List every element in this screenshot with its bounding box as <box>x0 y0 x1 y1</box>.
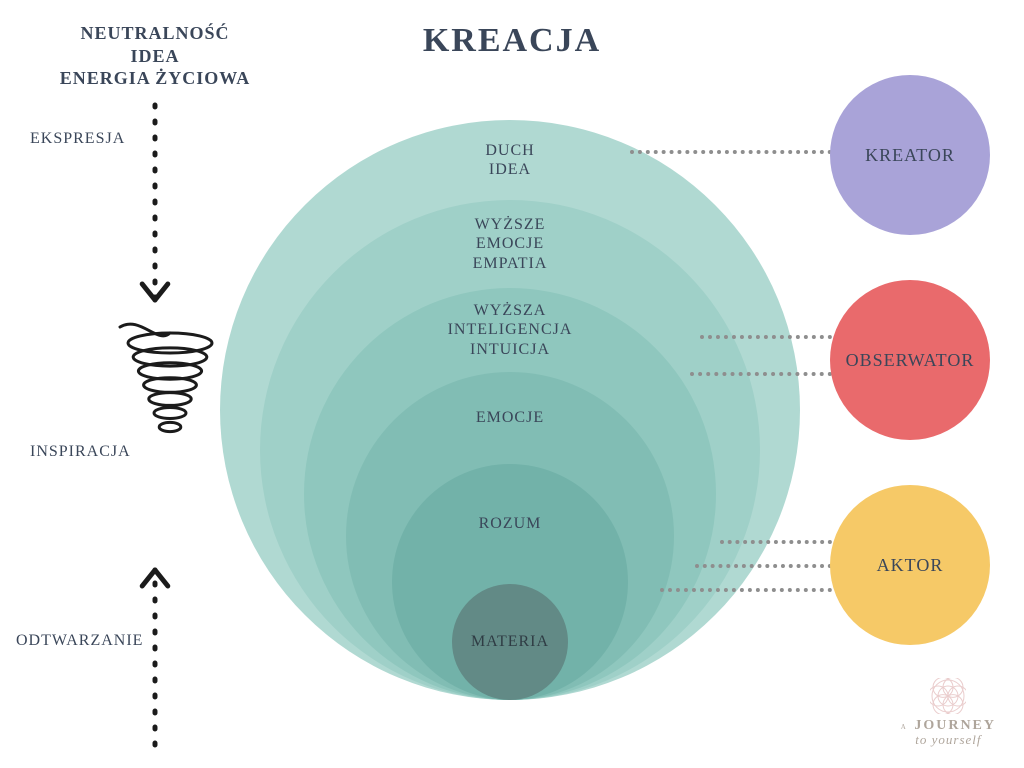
left-heading-line: NEUTRALNOŚĆ <box>40 22 270 45</box>
connector-line <box>720 540 832 544</box>
left-side-label: EKSPRESJA <box>30 130 125 148</box>
ring-label: IDEA <box>360 160 660 179</box>
left-side-label: ODTWARZANIE <box>16 632 143 650</box>
connector-line <box>660 588 832 592</box>
ring-label: ROZUM <box>360 514 660 533</box>
bubble-aktor: AKTOR <box>830 485 990 645</box>
left-heading-line: ENERGIA ŻYCIOWA <box>40 67 270 90</box>
brand-small: a <box>901 721 909 732</box>
left-heading-line: IDEA <box>40 45 270 68</box>
arrow-up-icon <box>135 560 175 755</box>
ring-label: EMPATIA <box>360 254 660 273</box>
diagram-stage: KREACJA NEUTRALNOŚĆ IDEA ENERGIA ŻYCIOWA… <box>0 0 1024 768</box>
ring-label: DUCH <box>360 141 660 160</box>
bubble-kreator: KREATOR <box>830 75 990 235</box>
connector-line <box>630 150 832 154</box>
brand-big: JOURNEY <box>914 718 996 733</box>
ring-label: EMOCJE <box>360 408 660 427</box>
connector-line <box>695 564 832 568</box>
ring-label: WYŻSZA <box>360 301 660 320</box>
ring-label: INTELIGENCJA <box>360 320 660 339</box>
arrow-down-icon <box>135 95 175 310</box>
connector-line <box>690 372 832 376</box>
flower-icon <box>930 678 966 714</box>
left-heading: NEUTRALNOŚĆ IDEA ENERGIA ŻYCIOWA <box>40 22 270 90</box>
spiral-icon <box>110 315 230 455</box>
ring-label: MATERIA <box>360 632 660 651</box>
ring-label: INTUICJA <box>360 340 660 359</box>
bubble-obserwator: OBSERWATOR <box>830 280 990 440</box>
ring-label: WYŻSZE <box>360 215 660 234</box>
brand-sub: to yourself <box>901 732 996 748</box>
brand-footer: a JOURNEY to yourself <box>901 678 996 748</box>
ring-label: EMOCJE <box>360 234 660 253</box>
connector-line <box>700 335 832 339</box>
